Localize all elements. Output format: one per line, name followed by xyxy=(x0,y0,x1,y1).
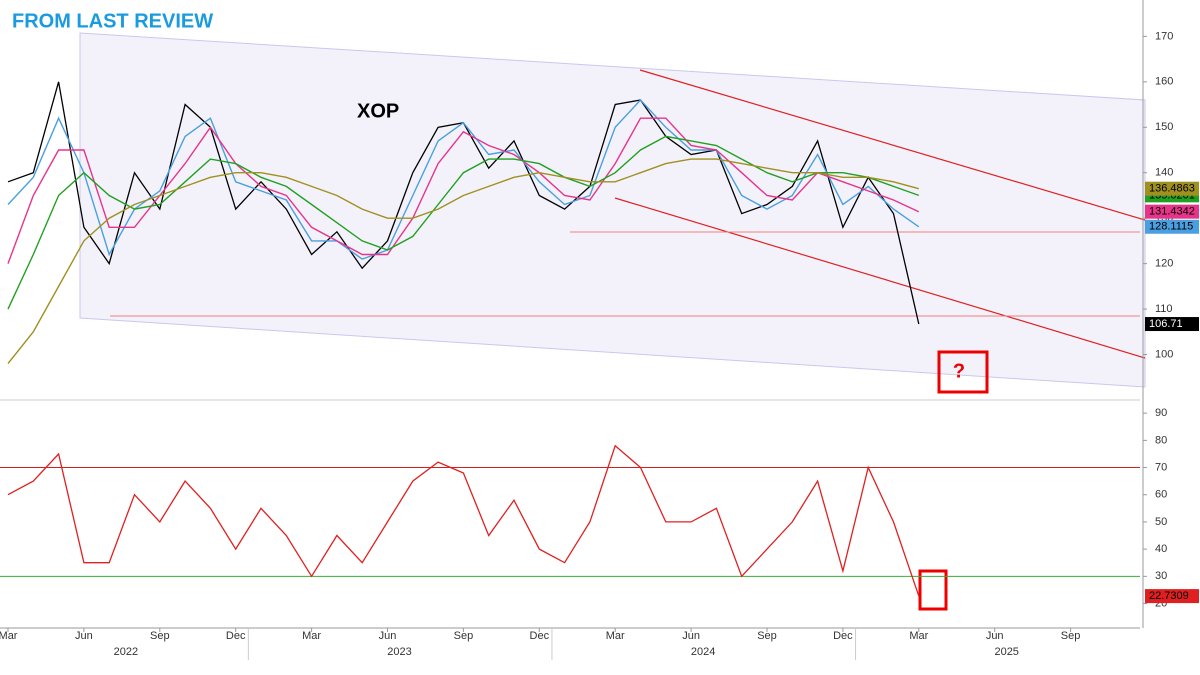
x-tick-label: Mar xyxy=(606,630,625,642)
x-tick-label: Mar xyxy=(302,630,321,642)
y-tick-label: 160 xyxy=(1155,76,1173,88)
x-tick-label: Jun xyxy=(75,630,93,642)
value-tag xyxy=(1145,204,1199,219)
y-tick-label: 140 xyxy=(1155,167,1173,179)
series-line xyxy=(7,158,919,365)
x-tick-label: Sep xyxy=(757,630,777,642)
y-tick-label: 120 xyxy=(1155,258,1173,270)
x-tick-label: Dec xyxy=(530,630,550,642)
x-tick-label: Jun xyxy=(986,630,1004,642)
y-tick-label: 60 xyxy=(1155,489,1167,501)
highlight-box xyxy=(918,569,948,611)
x-tick-label: Jun xyxy=(682,630,700,642)
y-tick-label: 30 xyxy=(1155,570,1167,582)
chart-title: FROM LAST REVIEW xyxy=(12,10,213,32)
value-tag-label: 22.7309 xyxy=(1149,590,1189,602)
y-tick-label: 170 xyxy=(1155,30,1173,42)
x-tick-label: Mar xyxy=(909,630,928,642)
y-tick-label: 90 xyxy=(1155,407,1167,419)
value-tag xyxy=(1145,181,1199,196)
y-tick-label: 50 xyxy=(1155,516,1167,528)
y-tick-label: 150 xyxy=(1155,121,1173,133)
x-tick-label: Dec xyxy=(226,630,246,642)
value-tag-label: 136.4863 xyxy=(1149,183,1195,195)
trend-line xyxy=(639,69,1146,221)
highlight-box xyxy=(937,350,989,394)
y-tick-label: 100 xyxy=(1155,348,1173,360)
series-line xyxy=(7,135,920,310)
series-line xyxy=(7,98,920,260)
year-label: 2023 xyxy=(387,646,411,658)
x-tick-label: Sep xyxy=(150,630,170,642)
value-tag-label: 131.4342 xyxy=(1149,206,1195,218)
x-tick-label: Sep xyxy=(454,630,474,642)
value-tag xyxy=(1145,317,1199,332)
y-tick-label: 40 xyxy=(1155,543,1167,555)
x-tick-label: Mar xyxy=(0,630,18,642)
value-tag-label: 128.1115 xyxy=(1149,221,1193,233)
year-label: 2025 xyxy=(994,646,1018,658)
y-tick-label: 110 xyxy=(1155,303,1173,315)
value-tag xyxy=(1145,589,1199,604)
x-tick-label: Dec xyxy=(833,630,853,642)
annotation: ? xyxy=(953,360,965,382)
trend-line xyxy=(614,197,1146,359)
series-line xyxy=(7,444,920,597)
ticker-label: XOP xyxy=(357,100,399,122)
value-tag-label: 106.71 xyxy=(1149,318,1183,330)
y-tick-label: 70 xyxy=(1155,461,1167,473)
year-label: 2024 xyxy=(691,646,715,658)
channel xyxy=(79,32,1146,388)
y-tick-label: 80 xyxy=(1155,434,1167,446)
year-label: 2022 xyxy=(114,646,138,658)
x-tick-label: Jun xyxy=(379,630,397,642)
x-tick-label: Sep xyxy=(1061,630,1081,642)
value-tag xyxy=(1145,219,1199,234)
